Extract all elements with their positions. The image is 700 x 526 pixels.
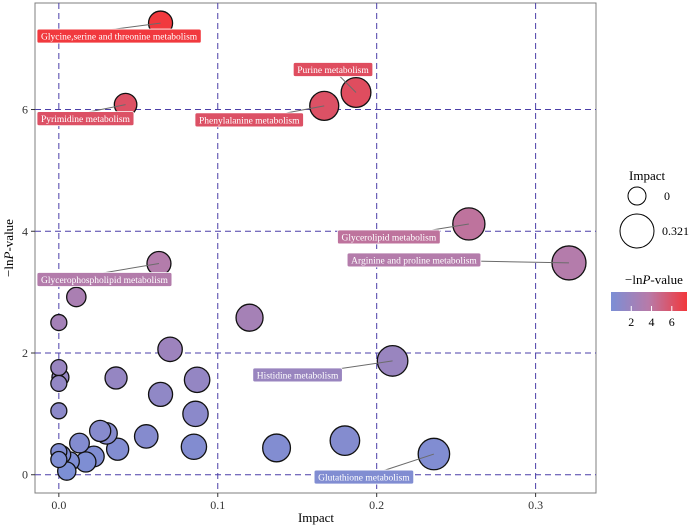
pathway-label: Pyrimidine metabolism bbox=[36, 104, 135, 127]
x-tick-label: 0.3 bbox=[528, 498, 543, 512]
pathway-label-text: Glycerophospholipid metabolism bbox=[41, 276, 169, 286]
y-axis-title-italic: P bbox=[1, 251, 16, 260]
data-point-bubble bbox=[183, 366, 211, 394]
data-point-bubble bbox=[105, 437, 130, 461]
y-axis-title-suffix: -value bbox=[1, 219, 16, 252]
data-point-bubble bbox=[69, 432, 90, 454]
color-legend-title: −lnP-value bbox=[625, 272, 683, 287]
data-point-bubble bbox=[133, 424, 159, 449]
pathway-label-text: Histidine metabolism bbox=[257, 371, 339, 381]
data-point-bubble bbox=[329, 425, 361, 457]
data-point-bubble bbox=[262, 433, 292, 463]
color-bar-tick-label: 4 bbox=[649, 315, 655, 329]
data-point-bubble bbox=[452, 207, 486, 241]
pathway-label-text: Glycine,serine and threonine metabolism bbox=[41, 33, 198, 43]
color-legend-title-prefix: −ln bbox=[625, 272, 643, 287]
size-legend-title: Impact bbox=[629, 168, 665, 183]
color-bar-tick-label: 6 bbox=[669, 315, 675, 329]
data-point-bubble bbox=[104, 366, 128, 390]
pathway-label: Phenylalanine metabolism bbox=[194, 105, 325, 128]
size-legend-large-label: 0.321 bbox=[662, 224, 689, 238]
pathway-label-box bbox=[36, 272, 173, 287]
pathway-label-box bbox=[252, 367, 343, 383]
pathway-label: Glycine,serine and threonine metabolism bbox=[36, 22, 202, 44]
data-point-bubble bbox=[180, 433, 208, 461]
size-legend-small-circle bbox=[627, 186, 647, 206]
pathway-label: Glycerolipid metabolism bbox=[337, 223, 469, 245]
y-tick-label: 4 bbox=[22, 224, 28, 238]
color-bar bbox=[611, 292, 687, 311]
data-point-bubble bbox=[50, 313, 68, 332]
size-legend: Impact 0 0.321 bbox=[619, 168, 689, 249]
pathway-label-box bbox=[313, 469, 415, 485]
data-point-bubble bbox=[157, 336, 183, 363]
x-tick-label: 0.1 bbox=[210, 498, 225, 512]
data-point-bubble bbox=[66, 286, 87, 308]
pathway-label-text: Glycerolipid metabolism bbox=[342, 233, 437, 243]
size-legend-small-label: 0 bbox=[664, 189, 670, 203]
plot-panel bbox=[34, 2, 597, 494]
pathway-label-text: Glutathione metabolism bbox=[318, 474, 410, 484]
pathway-label-text: Arginine and proline metabolism bbox=[351, 256, 477, 266]
y-axis-title: −lnP-value bbox=[1, 219, 16, 277]
x-axis-title: Impact bbox=[298, 510, 334, 525]
pathway-label-box bbox=[292, 62, 374, 77]
pathway-label-text: Pyrimidine metabolism bbox=[41, 115, 131, 125]
data-point-bubble bbox=[235, 303, 264, 332]
pathway-label: Glutathione metabolism bbox=[313, 453, 435, 485]
pathway-label-box bbox=[194, 112, 304, 128]
color-legend-title-suffix: -value bbox=[650, 272, 683, 287]
data-point-bubble bbox=[50, 450, 68, 469]
color-legend-title-italic: P bbox=[641, 272, 650, 287]
pathway-label-box bbox=[36, 111, 135, 127]
pathway-label-text: Purine metabolism bbox=[297, 66, 369, 76]
size-legend-large-circle bbox=[619, 213, 655, 249]
pathway-label-box bbox=[337, 229, 441, 245]
data-point-bubble bbox=[147, 381, 174, 408]
x-tick-label: 0.0 bbox=[51, 498, 66, 512]
data-point-bubble bbox=[88, 419, 112, 443]
pathway-annotations: Glycine,serine and threonine metabolism P… bbox=[36, 22, 569, 485]
pathway-label-text: Phenylalanine metabolism bbox=[199, 116, 300, 126]
axis-ticks: 0.0 0.1 0.2 0.3 0 2 4 6 bbox=[22, 103, 543, 512]
y-tick-label: 6 bbox=[22, 103, 28, 117]
pathway-label-box bbox=[346, 252, 482, 268]
data-point-bubble bbox=[50, 402, 68, 420]
pathway-label: Purine metabolism bbox=[292, 62, 374, 93]
color-bar-tick-label: 2 bbox=[628, 315, 634, 329]
y-axis-title-prefix: −ln bbox=[1, 259, 16, 277]
pathway-label: Glycerophospholipid metabolism bbox=[36, 263, 173, 287]
pathway-label: Histidine metabolism bbox=[252, 360, 393, 383]
data-point-bubble bbox=[182, 400, 209, 428]
pathway-label: Arginine and proline metabolism bbox=[346, 252, 569, 268]
y-tick-label: 2 bbox=[22, 346, 28, 360]
y-tick-label: 0 bbox=[22, 468, 28, 482]
data-point-bubble bbox=[50, 358, 68, 377]
x-tick-label: 0.2 bbox=[369, 498, 384, 512]
pathway-label-box bbox=[36, 28, 202, 44]
data-point-bubble bbox=[50, 374, 68, 393]
